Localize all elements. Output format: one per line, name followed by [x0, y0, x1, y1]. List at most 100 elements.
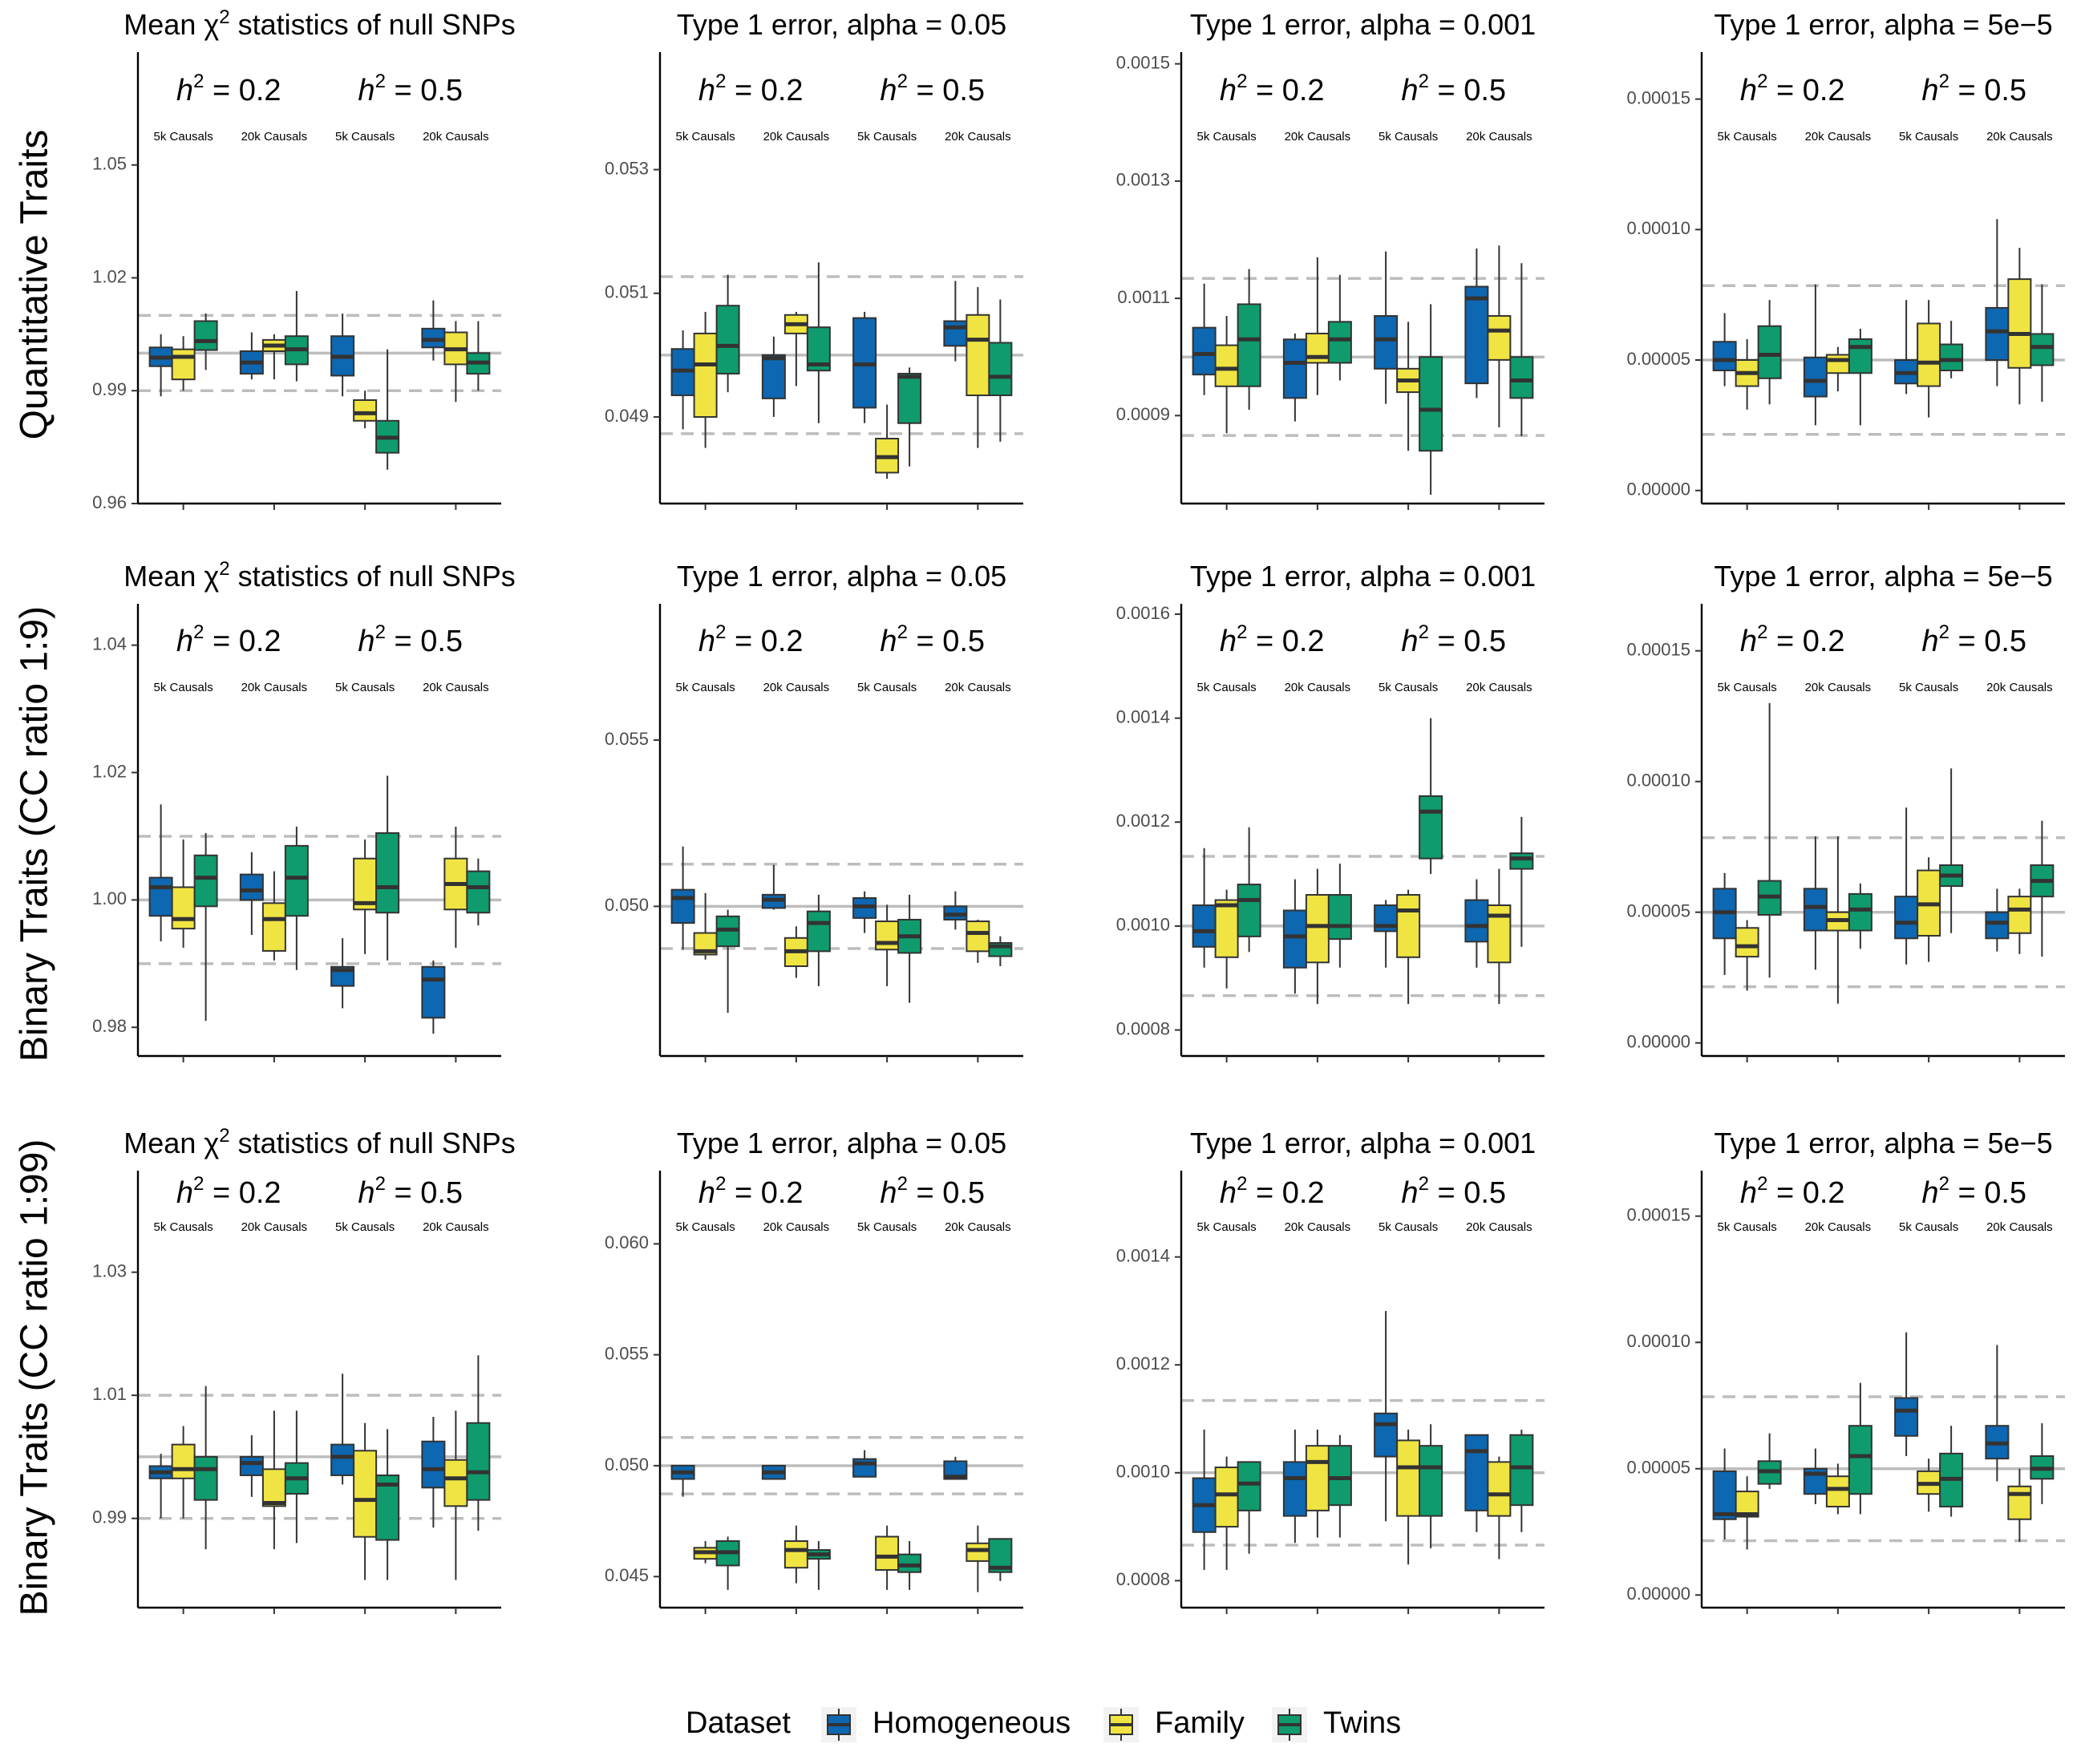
causal-label: 5k Causals — [1197, 130, 1257, 144]
box-iqr — [1237, 1461, 1261, 1511]
box-twins — [1237, 269, 1261, 411]
box-family — [1825, 346, 1850, 392]
box-homogeneous — [1282, 333, 1307, 422]
panel-r1c2: Type 1 error, alpha = 0.05 0.049 0.051 0.05… — [605, 8, 1023, 510]
box-twins — [284, 290, 309, 382]
box-iqr — [1374, 1412, 1399, 1458]
box-family — [1917, 857, 1941, 962]
box-twins — [1327, 1434, 1352, 1538]
causal-label: 20k Causals — [945, 130, 1011, 144]
box-iqr — [1848, 892, 1872, 932]
causal-label: 5k Causals — [335, 1220, 395, 1234]
box-iqr — [1396, 1439, 1421, 1517]
y-tick-label: 0.0016 — [1116, 603, 1170, 623]
y-tick-label: 1.02 — [92, 761, 127, 781]
box-iqr — [1509, 1434, 1534, 1507]
box-homogeneous — [239, 1435, 264, 1497]
y-tick-label: 1.04 — [92, 633, 127, 653]
box-family — [966, 919, 990, 963]
box-homogeneous — [1985, 888, 2010, 952]
box-iqr — [875, 1535, 900, 1571]
box-iqr — [1985, 306, 2010, 362]
panel-title: Type 1 error, alpha = 5e−5 — [1714, 8, 2052, 41]
box-twins — [988, 299, 1013, 442]
box-family — [1487, 245, 1512, 427]
box-family — [171, 336, 196, 391]
y-tick-label: 0.050 — [605, 1454, 649, 1475]
box-homogeneous — [1374, 900, 1399, 968]
box-homogeneous — [1894, 807, 1919, 965]
box-homogeneous — [330, 938, 355, 1009]
box-iqr — [261, 1468, 286, 1507]
box-family — [1214, 1456, 1239, 1570]
y-tick-label: 0.0010 — [1116, 1462, 1170, 1482]
box-twins — [1757, 702, 1782, 978]
causal-label: 20k Causals — [423, 681, 489, 694]
box-iqr — [284, 844, 309, 917]
h2-label: h2 = 0.2 — [698, 621, 804, 658]
box-homogeneous — [1803, 836, 1828, 970]
y-tick-label: 0.0013 — [1116, 170, 1170, 190]
box-homogeneous — [1192, 1429, 1217, 1570]
box-twins — [806, 1541, 831, 1590]
box-iqr — [193, 320, 218, 351]
box-twins — [1509, 263, 1534, 436]
box-family — [1735, 338, 1759, 410]
panel-title: Mean χ2 statistics of null SNPs — [123, 6, 515, 41]
box-family — [693, 1541, 718, 1564]
box-iqr — [988, 342, 1013, 397]
box-homogeneous — [239, 332, 264, 380]
y-tick-label: 0.00010 — [1626, 218, 1690, 238]
box-iqr — [1237, 884, 1261, 937]
y-tick-label: 1.02 — [92, 266, 127, 286]
box-twins — [1757, 1433, 1782, 1489]
box-family — [1487, 868, 1512, 1005]
box-family — [171, 1426, 196, 1519]
y-tick-label: 0.00015 — [1626, 87, 1690, 107]
causal-label: 5k Causals — [857, 681, 917, 694]
box-twins — [715, 909, 740, 1013]
box-twins — [988, 1538, 1013, 1581]
box-iqr — [148, 876, 173, 917]
causal-label: 20k Causals — [1466, 681, 1532, 694]
box-twins — [715, 274, 740, 393]
box-iqr — [193, 1455, 218, 1501]
causal-label: 5k Causals — [335, 130, 395, 144]
box-twins — [1237, 827, 1261, 953]
box-twins — [806, 262, 831, 423]
box-iqr — [897, 1553, 922, 1573]
box-iqr — [1464, 899, 1489, 943]
box-iqr — [353, 1450, 378, 1538]
box-twins — [1939, 1426, 1964, 1517]
box-homogeneous — [1712, 1448, 1737, 1539]
panel-title: Type 1 error, alpha = 0.05 — [677, 560, 1006, 593]
panel-r3c3: Type 1 error, alpha = 0.001 0.0008 0.0010 0… — [1116, 1127, 1545, 1614]
box-iqr — [2007, 896, 2032, 934]
panel-title: Mean χ2 statistics of null SNPs — [123, 1125, 515, 1159]
box-family — [1825, 836, 1850, 1004]
box-iqr — [875, 920, 900, 951]
box-family — [1214, 316, 1239, 434]
box-twins — [466, 321, 491, 391]
y-tick-label: 0.00000 — [1626, 1584, 1690, 1604]
causal-label: 20k Causals — [763, 1220, 830, 1234]
y-tick-label: 0.0012 — [1116, 811, 1170, 831]
causal-label: 5k Causals — [676, 130, 735, 144]
box-iqr — [966, 1542, 990, 1562]
causal-label: 20k Causals — [1285, 681, 1351, 694]
causal-label: 5k Causals — [676, 1220, 735, 1234]
h2-label: h2 = 0.5 — [1921, 1173, 2026, 1210]
box-twins — [2030, 1423, 2055, 1504]
box-homogeneous — [239, 852, 264, 936]
causal-label: 5k Causals — [1718, 130, 1777, 144]
box-family — [353, 390, 378, 429]
box-iqr — [171, 348, 196, 381]
box-iqr — [443, 1459, 468, 1507]
box-family — [1917, 300, 1941, 418]
box-family — [443, 321, 468, 403]
box-homogeneous — [943, 891, 968, 930]
y-tick-label: 0.0015 — [1116, 52, 1170, 72]
box-iqr — [421, 1440, 446, 1489]
box-iqr — [2030, 333, 2055, 366]
box-twins — [1509, 816, 1534, 947]
